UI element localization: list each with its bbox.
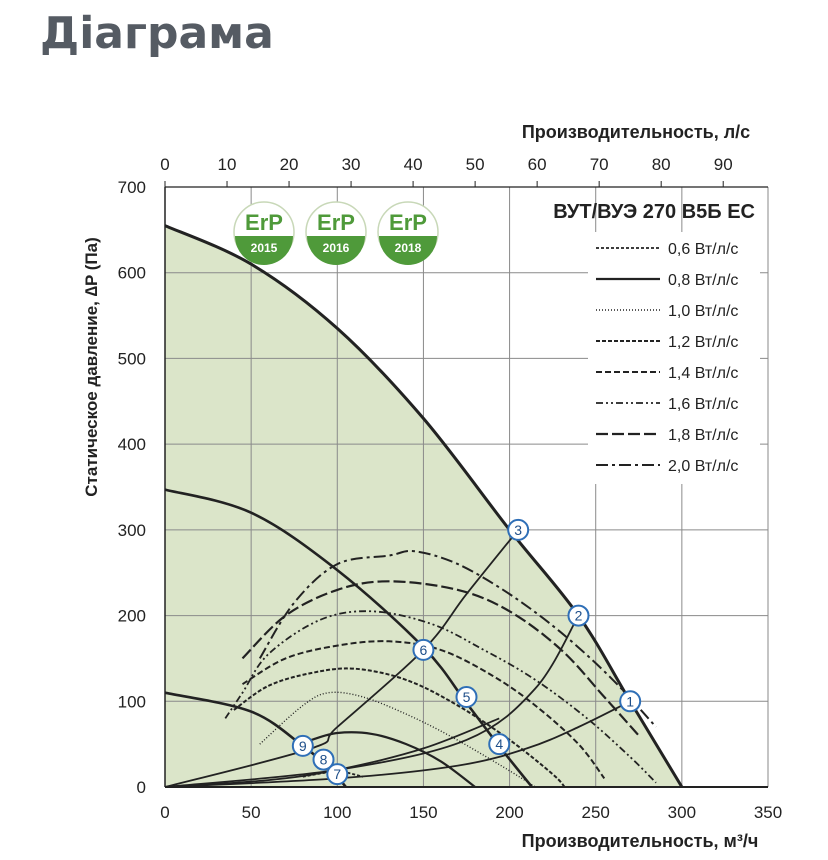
x2-axis-title: Производительность, л/с	[522, 122, 750, 142]
x-tick-label: 350	[754, 803, 782, 822]
operating-point: 3	[507, 518, 530, 541]
operating-point-label: 3	[514, 522, 522, 538]
operating-point-label: 2	[575, 608, 583, 624]
system-curve	[164, 615, 580, 788]
x-tick-label: 250	[582, 803, 610, 822]
x2-tick-label: 20	[280, 155, 299, 174]
erp-badge-band	[235, 236, 293, 265]
operating-point-label: 7	[333, 766, 341, 782]
chart-title: ВУТ/ВУЭ 270 В5Б ЕС	[553, 201, 755, 223]
operating-point-marker	[291, 734, 314, 757]
y-tick-label: 500	[118, 349, 146, 368]
y-tick-label: 400	[118, 435, 146, 454]
sfp-curve	[241, 580, 640, 737]
x-tick-label: 0	[160, 803, 169, 822]
operating-point-label: 6	[420, 642, 428, 658]
legend-label: 0,6 Вт/л/с	[668, 241, 738, 258]
x2-tick-label: 10	[218, 155, 237, 174]
erp-badge-text: ErP	[245, 210, 283, 235]
operating-point: 2	[567, 604, 590, 627]
operating-point-marker	[567, 604, 590, 627]
legend-label: 1,4 Вт/л/с	[668, 365, 738, 382]
x-tick-label: 300	[668, 803, 696, 822]
page-title: Діаграма	[40, 8, 274, 59]
y-tick-label: 700	[118, 178, 146, 197]
operating-point: 9	[291, 734, 314, 757]
y-axis-title: Статическое давление, ∆P (Па)	[82, 237, 101, 497]
operating-point-label: 4	[495, 736, 503, 752]
x2-tick-label: 40	[404, 155, 423, 174]
sfp-curve	[258, 549, 657, 728]
system-curve	[164, 700, 631, 788]
operating-point-marker	[619, 690, 642, 713]
operating-point-marker	[455, 686, 478, 708]
x2-tick-label: 30	[342, 155, 361, 174]
legend-box	[588, 232, 760, 484]
erp-badge-text: ErP	[317, 210, 355, 235]
erp-badge-band	[307, 236, 365, 265]
operating-point-marker	[488, 733, 511, 756]
erp-badge: ErP 2016	[305, 201, 367, 265]
y-tick-label: 300	[118, 521, 146, 540]
operating-point: 7	[326, 763, 349, 786]
fan-curve	[164, 224, 684, 788]
system-curve	[164, 529, 519, 788]
x2-tick-label: 50	[466, 155, 485, 174]
sfp-curve	[311, 731, 476, 788]
operating-point: 1	[619, 690, 642, 713]
x2-tick-label: 80	[652, 155, 671, 174]
legend-label: 0,8 Вт/л/с	[668, 272, 738, 289]
operating-point-marker	[412, 638, 435, 661]
operating-point: 4	[488, 733, 511, 756]
sfp-curve	[224, 610, 657, 784]
sfp-curve	[259, 691, 536, 788]
legend-label: 1,2 Вт/л/с	[668, 334, 738, 351]
erp-badge-text: ErP	[389, 210, 427, 235]
operating-point-marker	[507, 518, 530, 541]
legend-label: 2,0 Вт/л/с	[668, 458, 738, 475]
x2-tick-label: 90	[714, 155, 733, 174]
legend-label: 1,0 Вт/л/с	[668, 303, 738, 320]
x-tick-label: 200	[495, 803, 523, 822]
x2-tick-label: 60	[528, 155, 547, 174]
erp-badge-year: 2018	[395, 241, 422, 255]
legend-label: 1,6 Вт/л/с	[668, 396, 738, 413]
operating-point-label: 5	[463, 689, 471, 705]
erp-badge-year: 2015	[251, 241, 278, 255]
sfp-curve	[233, 667, 566, 788]
x-tick-label: 150	[409, 803, 437, 822]
y-tick-label: 200	[118, 607, 146, 626]
operating-point: 8	[312, 748, 335, 771]
x2-tick-label: 70	[590, 155, 609, 174]
y-tick-label: 0	[137, 778, 146, 797]
operating-point-label: 8	[320, 752, 328, 768]
y-tick-label: 100	[118, 692, 146, 711]
erp-badge: ErP 2018	[377, 201, 439, 265]
x-tick-label: 100	[323, 803, 351, 822]
operating-point-label: 9	[299, 738, 307, 754]
legend-label: 1,8 Вт/л/с	[668, 427, 738, 444]
erp-badge: ErP 2015	[233, 201, 295, 265]
x-axis-title: Производительность, м³/ч	[522, 831, 759, 851]
x2-tick-label: 0	[160, 155, 169, 174]
erp-badge-year: 2016	[323, 241, 350, 255]
operating-point: 6	[412, 638, 435, 661]
erp-badge-band	[379, 236, 437, 265]
x-tick-label: 50	[242, 803, 261, 822]
operating-point: 5	[455, 686, 478, 708]
y-tick-label: 600	[118, 264, 146, 283]
operating-point-marker	[312, 748, 335, 771]
sfp-curve	[302, 770, 364, 778]
operating-point-marker	[326, 763, 349, 786]
operating-point-label: 1	[626, 693, 634, 709]
